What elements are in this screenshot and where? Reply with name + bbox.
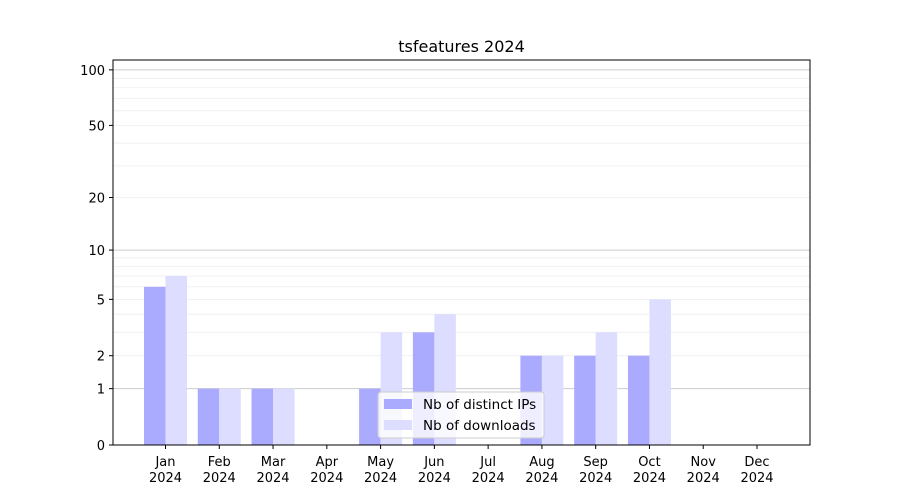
legend-label-downloads: Nb of downloads [423, 418, 536, 434]
legend-swatch-downloads [384, 420, 412, 430]
y-tick-label: 1 [97, 383, 105, 398]
y-axis: 0 1 2 5 10 20 50 100 [80, 64, 113, 454]
bar-distinct-ips [574, 355, 596, 445]
bars [144, 275, 671, 445]
legend: Nb of distinct IPs Nb of downloads [377, 391, 545, 439]
bar-downloads [649, 299, 671, 445]
x-tick-label: Oct [638, 455, 660, 470]
chart-title: tsfeatures 2024 [398, 37, 525, 56]
y-tick-label: 50 [88, 119, 105, 134]
bar-distinct-ips [251, 388, 274, 445]
y-tick-label: 10 [88, 244, 105, 259]
bar-downloads [165, 275, 187, 445]
x-tick-label: 2024 [364, 471, 397, 486]
y-tick-label: 5 [97, 293, 105, 308]
x-tick-label: Nov [691, 455, 717, 470]
x-tick-label: 2024 [687, 471, 720, 486]
y-tick-label: 0 [97, 439, 105, 454]
x-tick-label: Aug [529, 455, 554, 470]
x-tick-label: 2024 [418, 471, 451, 486]
legend-label-ips: Nb of distinct IPs [423, 397, 536, 413]
bar-downloads [273, 388, 295, 445]
x-tick-label: Jul [479, 455, 496, 470]
x-tick-label: 2024 [472, 471, 505, 486]
grid [113, 69, 810, 390]
x-tick-label: 2024 [525, 471, 558, 486]
x-tick-label: 2024 [310, 471, 343, 486]
x-axis: Jan2024Feb2024Mar2024Apr2024May2024Jun20… [149, 445, 774, 486]
x-tick-label: 2024 [740, 471, 773, 486]
legend-swatch-ips [384, 399, 412, 409]
y-tick-label: 2 [97, 350, 105, 365]
bar-downloads [541, 355, 564, 445]
y-tick-label: 20 [88, 192, 105, 207]
plot-frame [112, 59, 811, 446]
x-tick-label: Jun [423, 455, 444, 470]
x-tick-label: Jan [154, 455, 175, 470]
bar-downloads [219, 388, 241, 445]
x-tick-label: Dec [744, 455, 769, 470]
x-tick-label: May [367, 455, 394, 470]
bar-distinct-ips [359, 388, 381, 445]
bar-distinct-ips [144, 286, 166, 445]
x-tick-label: 2024 [579, 471, 612, 486]
x-tick-label: Feb [208, 455, 231, 470]
x-tick-label: Apr [316, 455, 339, 470]
bar-distinct-ips [627, 355, 650, 445]
y-tick-label: 100 [80, 64, 105, 79]
bar-downloads [595, 332, 618, 445]
x-tick-label: 2024 [256, 471, 289, 486]
x-tick-label: Mar [261, 455, 286, 470]
x-tick-label: 2024 [203, 471, 236, 486]
x-tick-label: Sep [583, 455, 608, 470]
x-tick-label: 2024 [633, 471, 666, 486]
bar-distinct-ips [197, 388, 220, 445]
x-tick-label: 2024 [149, 471, 182, 486]
